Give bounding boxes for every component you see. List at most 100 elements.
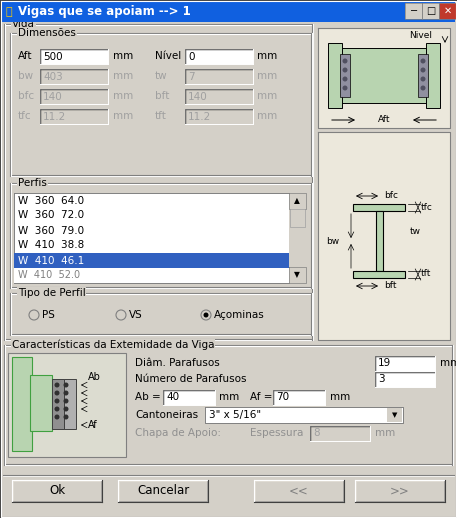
Text: bft: bft bbox=[155, 91, 170, 101]
Text: Af: Af bbox=[88, 420, 98, 430]
Text: mm: mm bbox=[113, 111, 133, 121]
Text: PS: PS bbox=[42, 310, 55, 320]
Circle shape bbox=[64, 414, 69, 420]
Circle shape bbox=[29, 310, 39, 320]
Text: 500: 500 bbox=[43, 51, 63, 62]
Text: ▼: ▼ bbox=[392, 412, 398, 418]
Bar bbox=[340, 54, 350, 97]
Circle shape bbox=[64, 382, 69, 387]
Text: Viga: Viga bbox=[12, 19, 35, 29]
Bar bbox=[290, 209, 305, 227]
Bar bbox=[426, 43, 440, 108]
Bar bbox=[40, 89, 108, 104]
Text: mm: mm bbox=[113, 51, 133, 61]
Text: Espessura: Espessura bbox=[250, 428, 303, 438]
Bar bbox=[375, 372, 435, 387]
Bar bbox=[185, 49, 253, 64]
Bar bbox=[289, 193, 306, 283]
Text: 3: 3 bbox=[378, 375, 385, 384]
Bar bbox=[353, 204, 405, 211]
Circle shape bbox=[54, 414, 59, 420]
Bar bbox=[375, 356, 435, 371]
Text: 70: 70 bbox=[276, 393, 289, 402]
Text: tw: tw bbox=[410, 226, 421, 236]
Text: mm: mm bbox=[257, 71, 277, 81]
Bar bbox=[8, 353, 126, 457]
Text: 🔧: 🔧 bbox=[5, 7, 11, 17]
Text: 0: 0 bbox=[188, 51, 195, 62]
Bar bbox=[118, 480, 208, 502]
Text: 11.2: 11.2 bbox=[43, 111, 66, 122]
Text: Tipo de Perfil: Tipo de Perfil bbox=[18, 288, 86, 298]
Circle shape bbox=[54, 407, 59, 411]
Text: Aft: Aft bbox=[18, 51, 32, 61]
Text: tfc: tfc bbox=[18, 111, 32, 121]
Text: bft: bft bbox=[384, 281, 397, 291]
Text: Dimensões: Dimensões bbox=[18, 28, 76, 38]
Circle shape bbox=[203, 312, 208, 318]
Text: ▲: ▲ bbox=[294, 196, 300, 206]
Circle shape bbox=[342, 67, 347, 73]
Text: <<: << bbox=[289, 484, 309, 497]
Circle shape bbox=[201, 310, 211, 320]
Circle shape bbox=[64, 398, 69, 404]
Text: Ab =: Ab = bbox=[135, 392, 161, 402]
Text: W  410  38.8: W 410 38.8 bbox=[18, 240, 84, 251]
Text: 7: 7 bbox=[188, 71, 195, 81]
Text: tfc: tfc bbox=[421, 204, 433, 212]
Text: mm: mm bbox=[113, 71, 133, 81]
Text: mm: mm bbox=[257, 91, 277, 101]
Text: W  360  72.0: W 360 72.0 bbox=[18, 210, 84, 221]
Circle shape bbox=[64, 407, 69, 411]
Text: mm: mm bbox=[219, 392, 239, 402]
Circle shape bbox=[420, 85, 425, 91]
Text: 140: 140 bbox=[43, 92, 63, 102]
Text: tw: tw bbox=[155, 71, 168, 81]
Bar bbox=[340, 48, 428, 103]
Text: mm: mm bbox=[113, 91, 133, 101]
Circle shape bbox=[420, 59, 425, 64]
Bar bbox=[185, 69, 253, 84]
Bar bbox=[254, 480, 344, 502]
Bar bbox=[14, 253, 289, 268]
Text: Número de Parafusos: Número de Parafusos bbox=[135, 374, 246, 384]
Text: 11.2: 11.2 bbox=[188, 111, 211, 122]
Bar bbox=[14, 268, 289, 283]
Text: Cancelar: Cancelar bbox=[137, 484, 189, 497]
Text: bw: bw bbox=[18, 71, 33, 81]
Text: 3" x 5/16": 3" x 5/16" bbox=[209, 410, 261, 420]
Text: mm: mm bbox=[257, 111, 277, 121]
Text: mm: mm bbox=[330, 392, 350, 402]
Text: Características da Extemidade da Viga: Características da Extemidade da Viga bbox=[12, 340, 214, 350]
Text: W  410  46.1: W 410 46.1 bbox=[18, 255, 84, 266]
Bar bbox=[355, 480, 445, 502]
Bar bbox=[40, 49, 108, 64]
Text: bfc: bfc bbox=[384, 192, 398, 200]
Bar bbox=[289, 193, 306, 209]
Text: W  360  64.0: W 360 64.0 bbox=[18, 195, 84, 206]
Text: 8: 8 bbox=[313, 428, 319, 439]
Text: W  410  52.0: W 410 52.0 bbox=[18, 270, 80, 281]
Text: bfc: bfc bbox=[18, 91, 34, 101]
Text: 140: 140 bbox=[188, 92, 208, 102]
Circle shape bbox=[116, 310, 126, 320]
Circle shape bbox=[64, 391, 69, 396]
Bar bbox=[12, 480, 102, 502]
Bar bbox=[14, 193, 289, 283]
Text: □: □ bbox=[426, 6, 436, 16]
Bar bbox=[422, 3, 439, 19]
Bar bbox=[353, 271, 405, 278]
Text: Diâm. Parafusos: Diâm. Parafusos bbox=[135, 358, 220, 368]
Circle shape bbox=[342, 85, 347, 91]
Circle shape bbox=[54, 391, 59, 396]
Bar bbox=[387, 408, 402, 422]
Text: VS: VS bbox=[129, 310, 143, 320]
Text: ▼: ▼ bbox=[294, 270, 300, 280]
Text: Perfis: Perfis bbox=[18, 178, 47, 188]
Text: bw: bw bbox=[326, 237, 339, 246]
Bar bbox=[64, 379, 76, 429]
Text: 403: 403 bbox=[43, 71, 63, 81]
Circle shape bbox=[420, 77, 425, 81]
Text: tft: tft bbox=[155, 111, 167, 121]
Bar bbox=[405, 3, 422, 19]
